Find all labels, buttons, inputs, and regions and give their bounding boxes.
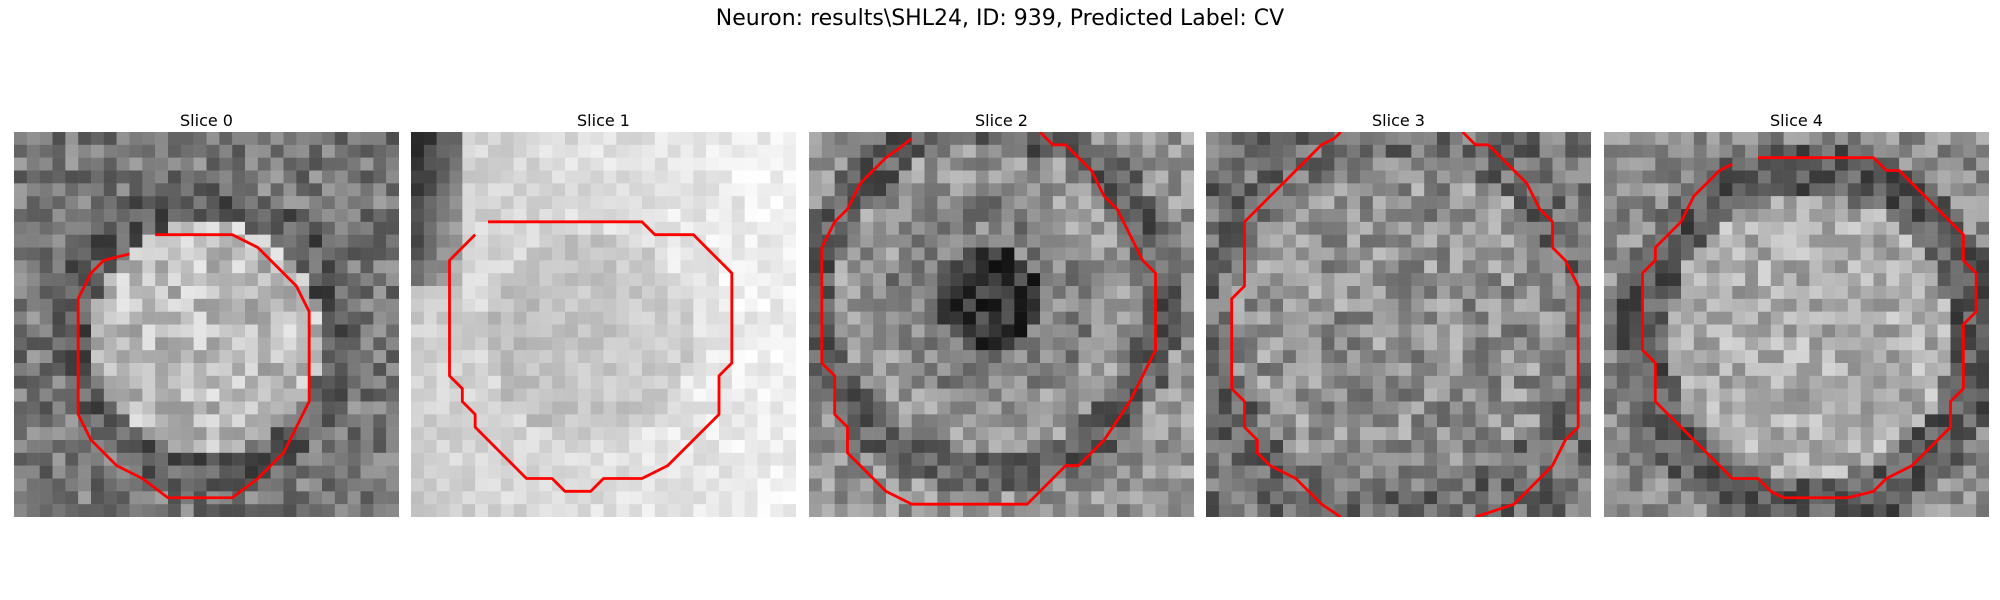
roi-contour-3b [1461,132,1580,517]
roi-contour-0 [76,233,311,500]
slice-image-2 [809,132,1194,517]
grayscale-pixels-3 [1206,132,1591,517]
slice-panel-0: Slice 0 [14,110,399,517]
slice-panel-1: Slice 1 [411,110,796,517]
grayscale-pixels-1 [411,132,796,517]
slice-title-3: Slice 3 [1372,111,1425,130]
roi-contour-4 [1641,156,1978,500]
slice-image-4 [1604,132,1989,517]
roi-contour-3 [1230,132,1342,517]
slice-image-1 [411,132,796,517]
slice-title-0: Slice 0 [180,111,233,130]
roi-contour-2 [820,132,1157,506]
slice-panel-3: Slice 3 [1206,110,1591,517]
grayscale-pixels-0 [14,132,399,517]
slice-title-4: Slice 4 [1770,111,1823,130]
roi-contour-1 [448,220,734,493]
slice-title-2: Slice 2 [975,111,1028,130]
grayscale-pixels-4 [1604,132,1989,517]
slice-image-0 [14,132,399,517]
figure-title: Neuron: results\SHL24, ID: 939, Predicte… [715,6,1285,31]
slice-image-3 [1206,132,1591,517]
slice-title-1: Slice 1 [577,111,630,130]
grayscale-pixels-2 [809,132,1194,517]
slice-panel-2: Slice 2 [809,110,1194,517]
slice-panel-4: Slice 4 [1604,110,1989,517]
